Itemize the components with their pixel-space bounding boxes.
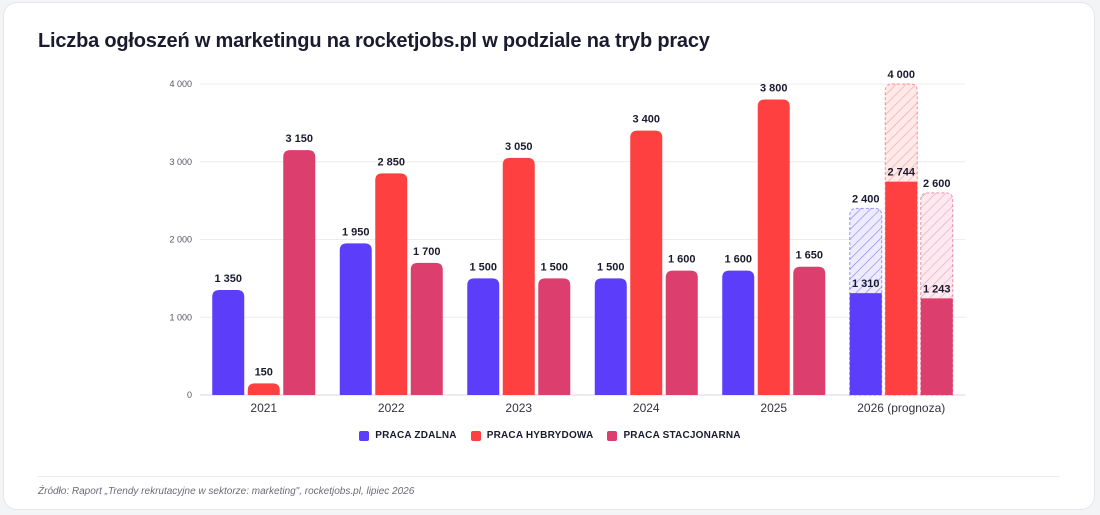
bar — [410, 262, 443, 395]
y-tick-label: 0 — [187, 390, 192, 400]
grid: 0 1 000 2 000 3 000 4 000 — [169, 79, 965, 400]
bar — [920, 298, 953, 395]
data-label: 1 650 — [795, 250, 823, 262]
legend-label-remote: PRACA ZDALNA — [375, 430, 457, 441]
data-label: 3 150 — [285, 133, 313, 145]
forecast-data-label: 4 000 — [887, 69, 915, 81]
legend: PRACA ZDALNA PRACA HYBRYDOWA PRACA STACJ… — [0, 430, 1100, 441]
data-label: 2 850 — [377, 156, 405, 168]
bar — [665, 270, 698, 395]
bar — [849, 293, 882, 395]
bar — [212, 290, 245, 395]
labels: 1 350 150 3 150 2021 1 950 2 850 1 700 2022 1 50… — [214, 69, 950, 415]
data-label: 1 600 — [724, 254, 752, 266]
data-label: 3 050 — [505, 141, 533, 153]
bar — [339, 243, 372, 395]
bar — [283, 150, 316, 395]
data-label: 3 800 — [760, 83, 788, 95]
bar — [757, 99, 790, 396]
data-label: 1 500 — [469, 261, 497, 273]
bar — [793, 266, 826, 395]
bar — [375, 173, 408, 395]
data-label: 2 744 — [887, 167, 915, 179]
y-tick-label: 2 000 — [169, 235, 192, 245]
y-tick-label: 3 000 — [169, 157, 192, 167]
legend-item-onsite: PRACA STACJONARNA — [607, 430, 741, 441]
data-label: 1 600 — [668, 254, 696, 266]
x-tick-label: 2024 — [633, 401, 660, 415]
data-label: 150 — [255, 366, 273, 378]
bars — [212, 83, 954, 396]
data-label: 1 243 — [923, 283, 951, 295]
data-label: 1 700 — [413, 246, 441, 258]
legend-swatch-hybrid — [470, 430, 481, 441]
x-tick-label: 2025 — [760, 401, 787, 415]
legend-label-onsite: PRACA STACJONARNA — [623, 430, 741, 441]
legend-item-hybrid: PRACA HYBRYDOWA — [470, 430, 594, 441]
legend-item-remote: PRACA ZDALNA — [359, 430, 457, 441]
bar — [467, 278, 500, 395]
bar — [247, 383, 280, 395]
x-tick-label: 2021 — [250, 401, 277, 415]
bar — [722, 270, 755, 395]
bar — [594, 278, 627, 395]
x-tick-label: 2026 (prognoza) — [857, 401, 945, 415]
bar — [630, 130, 663, 395]
data-label: 1 310 — [852, 278, 880, 290]
forecast-data-label: 2 400 — [852, 193, 880, 205]
bar — [885, 181, 918, 395]
data-label: 3 400 — [632, 114, 660, 126]
data-label: 1 500 — [540, 261, 568, 273]
forecast-data-label: 2 600 — [923, 178, 951, 190]
legend-label-hybrid: PRACA HYBRYDOWA — [486, 430, 594, 441]
source-note: Źródło: Raport „Trendy rekrutacyjne w se… — [38, 486, 415, 497]
bar — [538, 278, 571, 395]
data-label: 1 950 — [342, 226, 370, 238]
y-tick-label: 1 000 — [169, 312, 192, 322]
legend-swatch-onsite — [607, 430, 618, 441]
data-label: 1 500 — [597, 261, 625, 273]
x-tick-label: 2022 — [378, 401, 405, 415]
chart-title: Liczba ogłoszeń w marketingu na rocketjo… — [38, 30, 710, 52]
data-label: 1 350 — [214, 273, 242, 285]
divider — [38, 476, 1060, 477]
legend-swatch-remote — [359, 430, 370, 441]
bar — [502, 157, 535, 395]
y-tick-label: 4 000 — [169, 79, 192, 89]
x-tick-label: 2023 — [505, 401, 532, 415]
